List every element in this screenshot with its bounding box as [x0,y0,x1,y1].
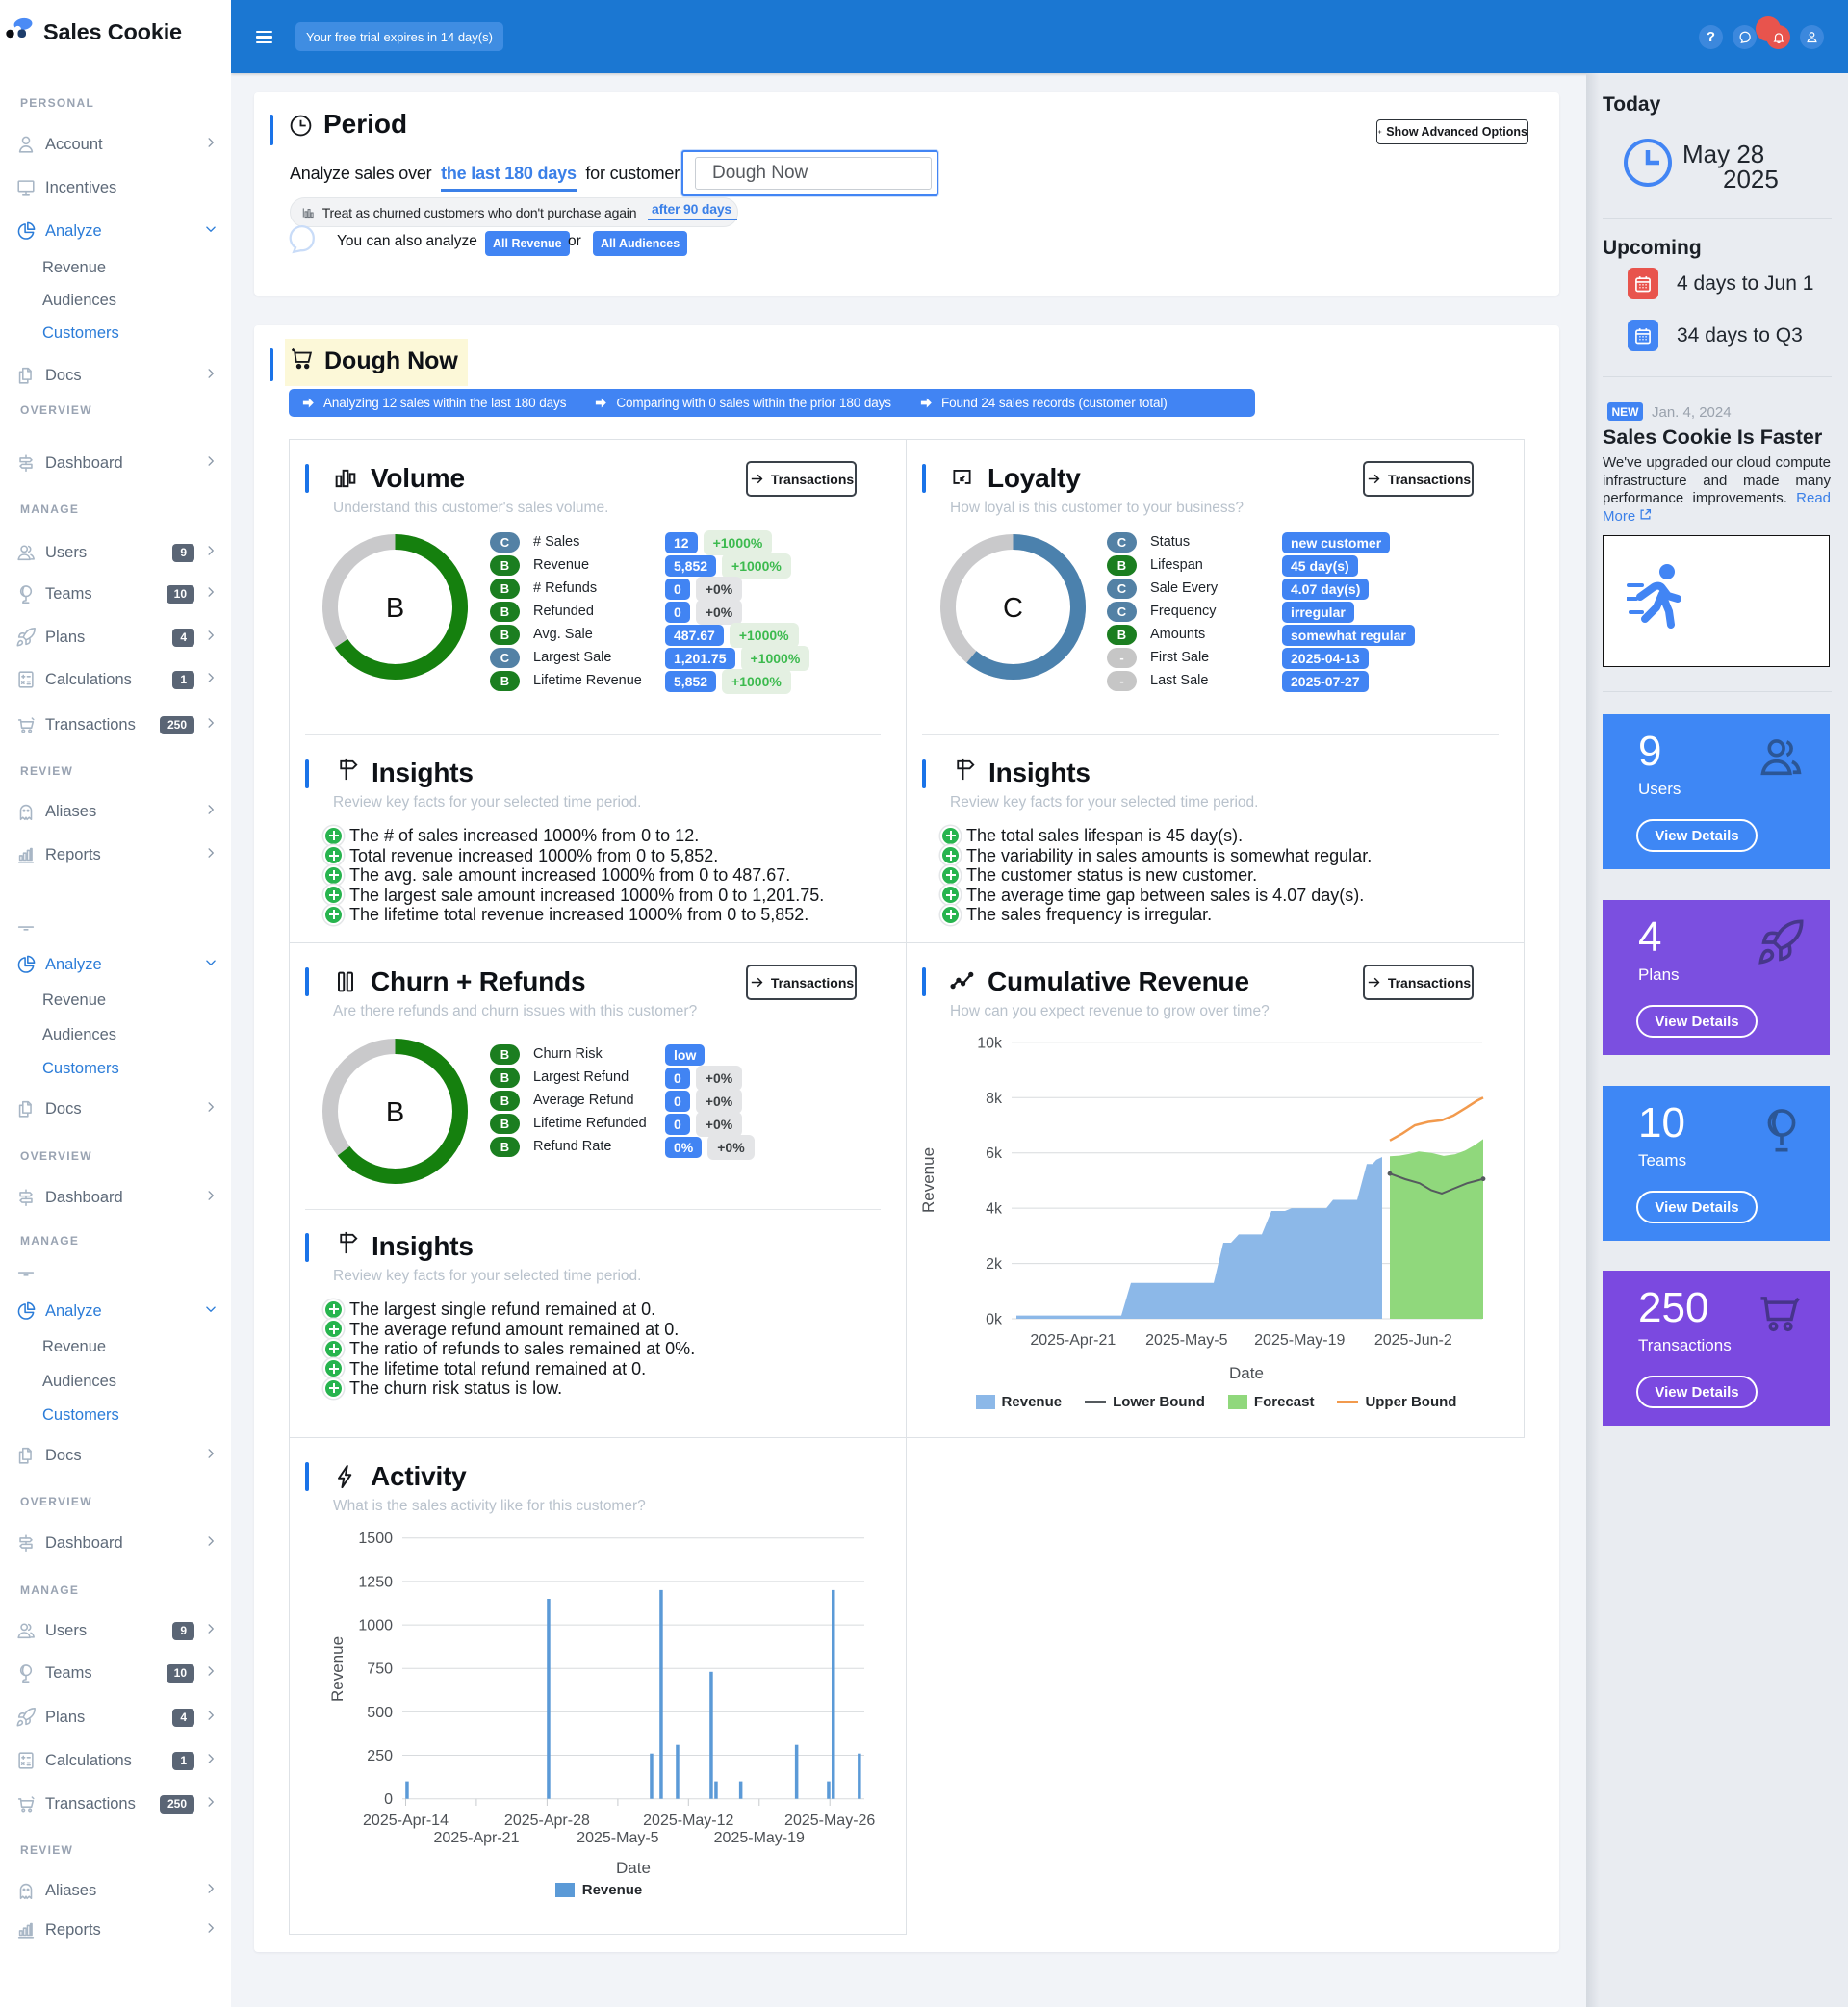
svg-text:4k: 4k [986,1201,1003,1218]
svg-text:Revenue: Revenue [328,1636,346,1702]
svg-text:2025-Apr-21: 2025-Apr-21 [434,1830,520,1846]
svg-text:Date: Date [1229,1364,1264,1382]
svg-text:C: C [1003,593,1023,624]
svg-text:0k: 0k [986,1312,1003,1328]
svg-text:2025-Jun-2: 2025-Jun-2 [1374,1332,1452,1349]
svg-text:2025-Apr-28: 2025-Apr-28 [504,1813,590,1829]
svg-text:1500: 1500 [358,1531,393,1547]
svg-text:750: 750 [367,1661,393,1678]
svg-text:2025-May-5: 2025-May-5 [577,1830,658,1846]
svg-text:8k: 8k [986,1091,1003,1107]
svg-text:6k: 6k [986,1145,1003,1162]
svg-text:2025-May-26: 2025-May-26 [784,1813,875,1829]
svg-text:2025-Apr-21: 2025-Apr-21 [1030,1332,1116,1349]
svg-text:0: 0 [384,1791,393,1808]
svg-text:2025-Apr-14: 2025-Apr-14 [363,1813,449,1829]
svg-text:1250: 1250 [358,1574,393,1590]
svg-text:250: 250 [367,1748,393,1764]
svg-text:2k: 2k [986,1256,1003,1273]
svg-text:Date: Date [616,1859,651,1877]
svg-text:10k: 10k [977,1035,1003,1051]
svg-text:2025-May-19: 2025-May-19 [714,1830,805,1846]
svg-text:2025-May-12: 2025-May-12 [643,1813,733,1829]
svg-text:500: 500 [367,1705,393,1721]
svg-text:B: B [385,593,403,624]
svg-text:2025-May-19: 2025-May-19 [1254,1332,1345,1349]
svg-text:2025-May-5: 2025-May-5 [1145,1332,1227,1349]
svg-text:Revenue: Revenue [919,1147,937,1213]
svg-text:1000: 1000 [358,1618,393,1634]
svg-text:B: B [385,1097,403,1128]
